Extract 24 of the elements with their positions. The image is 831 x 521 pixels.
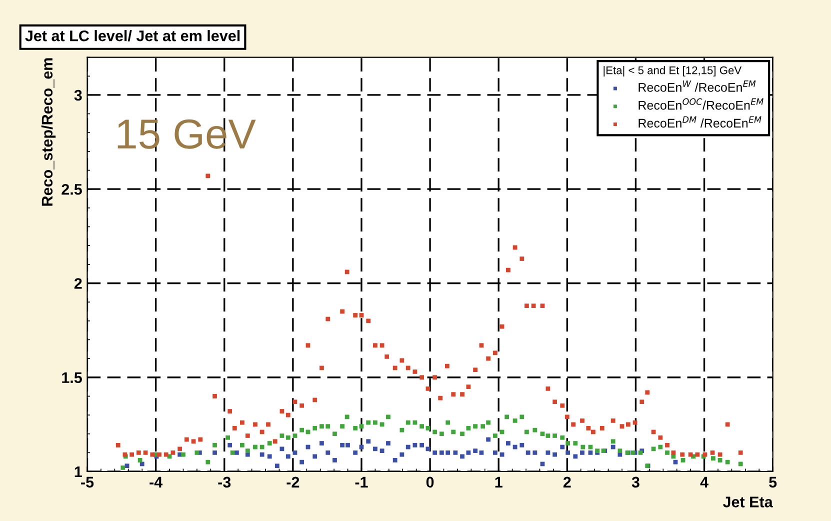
x-tick-label: 0	[426, 476, 434, 488]
y-tick-label: 3	[74, 90, 82, 101]
x-tick-label: 3	[632, 476, 640, 488]
annotation: 15 GeV	[118, 119, 256, 149]
x-tick-label: 5	[769, 476, 777, 488]
x-tick-label: 1	[495, 476, 502, 488]
x-tick-label: -2	[286, 476, 300, 488]
y-tick-label: 1.5	[62, 372, 82, 384]
chart-title: Jet at LC level/ Jet at em level	[25, 30, 240, 42]
x-tick-label: -3	[218, 476, 231, 488]
y-tick-label: 1	[74, 466, 82, 478]
x-axis-title: Jet Eta	[722, 496, 773, 508]
legend-label: RecoEn$^{OOC}$/RecoEn$^{EM}$	[638, 98, 764, 110]
x-tick-label: -4	[150, 476, 163, 488]
x-tick-label: -5	[81, 476, 94, 488]
x-tick-label: 2	[563, 476, 571, 488]
x-tick-label: -1	[355, 476, 368, 488]
legend-label: RecoEn$^{DM}$ /RecoEn$^{EM}$	[638, 116, 762, 128]
x-tick-label: 4	[700, 476, 708, 488]
y-tick-label: 2	[74, 278, 82, 289]
legend-title: |Eta| < 5 and Et [12,15] GeV	[604, 66, 742, 76]
y-axis-title: Reco_step/Reco_em	[41, 58, 56, 206]
legend-label: RecoEn$^{W}$ /RecoEn$^{EM}$	[638, 80, 756, 92]
y-tick-label: 2.5	[62, 184, 82, 195]
